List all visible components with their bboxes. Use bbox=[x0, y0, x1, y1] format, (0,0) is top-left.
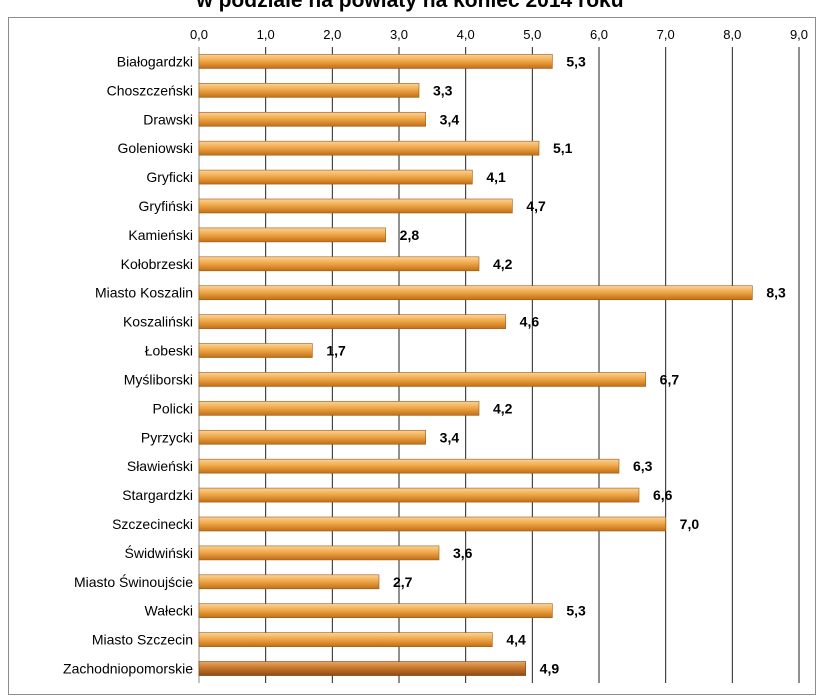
bar bbox=[198, 574, 380, 590]
x-axis-ticks: 0,0 1,0 2,0 3,0 4,0 5,0 6,0 7,0 8,0 9,0 bbox=[190, 27, 808, 42]
value-label: 3,4 bbox=[440, 111, 460, 127]
category-label: Miasto Koszalin bbox=[95, 285, 193, 301]
category-label: Wałecki bbox=[145, 603, 194, 619]
category-label: Kołobrzeski bbox=[121, 256, 193, 272]
bar-chart: 0,0 1,0 2,0 3,0 4,0 5,0 6,0 7,0 8,0 9,0 Białogard… bbox=[63, 27, 808, 683]
value-label: 1,7 bbox=[326, 343, 346, 359]
value-label: 6,3 bbox=[633, 458, 653, 474]
bar bbox=[198, 545, 440, 561]
bar bbox=[198, 487, 640, 503]
bar bbox=[198, 458, 620, 474]
category-label: Kamieński bbox=[128, 227, 193, 243]
bar bbox=[198, 401, 480, 416]
bar bbox=[198, 314, 506, 329]
value-label: 7,0 bbox=[680, 516, 700, 532]
category-label: Gryficki bbox=[146, 169, 193, 185]
value-label: 2,8 bbox=[400, 227, 420, 243]
bar bbox=[198, 285, 753, 301]
category-label: Szczecinecki bbox=[112, 516, 193, 532]
bar bbox=[198, 198, 513, 214]
bar bbox=[198, 169, 473, 185]
value-label: 6,7 bbox=[660, 371, 680, 387]
chart-title: w podziale na powiaty na koniec 2014 rok… bbox=[196, 0, 624, 12]
value-label: 8,3 bbox=[766, 285, 786, 301]
bar bbox=[198, 603, 553, 619]
value-labels: 5,3 3,3 3,4 5,1 4,1 4,7 2,8 4,2 8,3 4,6 1,7 6,7 4,2 3… bbox=[326, 53, 786, 676]
category-label: Myśliborski bbox=[124, 371, 193, 387]
bar bbox=[198, 429, 426, 445]
category-label: Miasto Świnoujście bbox=[74, 573, 193, 590]
x-tick-label: 0,0 bbox=[190, 27, 208, 42]
category-label: Białogardzki bbox=[117, 53, 193, 69]
bar bbox=[198, 83, 420, 98]
value-label: 3,6 bbox=[453, 545, 473, 561]
category-label: Świdwiński bbox=[125, 544, 193, 561]
category-label: Policki bbox=[153, 400, 193, 416]
category-label: Zachodniopomorskie bbox=[63, 661, 193, 677]
category-label: Pyrzycki bbox=[141, 429, 193, 445]
value-label: 4,7 bbox=[526, 198, 546, 214]
value-label: 4,4 bbox=[506, 632, 526, 648]
value-label: 3,3 bbox=[433, 82, 453, 98]
x-tick-label: 1,0 bbox=[257, 27, 275, 42]
category-label: Gryfiński bbox=[139, 198, 193, 214]
category-label: Koszaliński bbox=[123, 314, 193, 330]
bar bbox=[198, 256, 480, 272]
bar bbox=[198, 632, 493, 647]
category-label: Miasto Szczecin bbox=[92, 632, 193, 648]
x-tick-label: 4,0 bbox=[457, 27, 475, 42]
chart-frame: 0,0 1,0 2,0 3,0 4,0 5,0 6,0 7,0 8,0 9,0 Białogard… bbox=[8, 17, 816, 695]
x-tick-label: 3,0 bbox=[390, 27, 408, 42]
x-tick-label: 2,0 bbox=[323, 27, 341, 42]
bar bbox=[198, 111, 426, 127]
bar bbox=[198, 372, 646, 387]
x-tick-label: 6,0 bbox=[590, 27, 608, 42]
category-label: Goleniowski bbox=[118, 140, 193, 156]
value-label: 5,3 bbox=[566, 53, 586, 69]
category-label: Drawski bbox=[143, 111, 193, 127]
value-label: 4,2 bbox=[493, 400, 513, 416]
category-label: Stargardzki bbox=[122, 487, 193, 503]
value-label: 2,7 bbox=[393, 574, 413, 590]
value-label: 6,6 bbox=[653, 487, 673, 503]
bar bbox=[198, 227, 386, 243]
category-label: Sławieński bbox=[127, 458, 193, 474]
bar bbox=[198, 54, 553, 69]
x-tick-label: 8,0 bbox=[723, 27, 741, 42]
category-label: Choszczeński bbox=[107, 82, 193, 98]
category-labels: Białogardzki Choszczeński Drawski Goleniows… bbox=[63, 53, 193, 676]
value-label: 5,1 bbox=[553, 140, 573, 156]
x-tick-label: 7,0 bbox=[657, 27, 675, 42]
bars bbox=[198, 54, 753, 676]
bar bbox=[198, 140, 540, 156]
category-label: Łobeski bbox=[145, 343, 193, 359]
x-tick-label: 9,0 bbox=[790, 27, 808, 42]
value-label: 4,9 bbox=[540, 661, 560, 677]
bar bbox=[198, 516, 666, 532]
bar bbox=[198, 343, 313, 358]
bar bbox=[198, 661, 526, 676]
value-label: 5,3 bbox=[566, 603, 586, 619]
value-label: 3,4 bbox=[440, 429, 460, 445]
value-label: 4,1 bbox=[486, 169, 506, 185]
x-tick-label: 5,0 bbox=[523, 27, 541, 42]
value-label: 4,2 bbox=[493, 256, 513, 272]
value-label: 4,6 bbox=[520, 314, 540, 330]
